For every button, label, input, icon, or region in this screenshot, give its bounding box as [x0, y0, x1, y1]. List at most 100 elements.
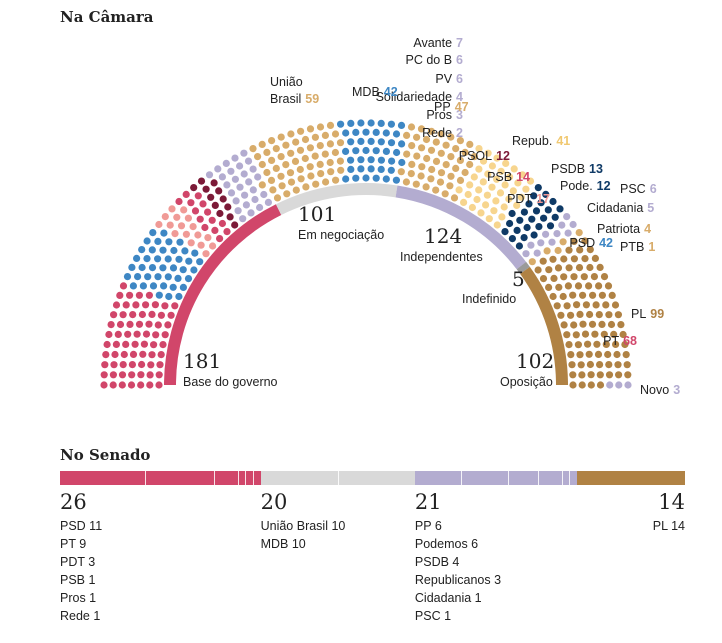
seat-dot-pt — [107, 321, 115, 329]
senate-list-item: PL 14 — [652, 519, 685, 533]
seat-dot-uniao — [306, 144, 314, 152]
seat-dot-uniao — [311, 133, 319, 141]
seat-dot-pdt — [166, 221, 174, 229]
seat-dot-patriota — [528, 258, 536, 266]
seat-dot-pcdob — [236, 162, 244, 170]
seat-dot-repub — [502, 159, 510, 167]
seat-dot-pl — [579, 320, 587, 328]
seat-dot-solidariedade — [223, 181, 231, 189]
senate-list-item: Pros 1 — [60, 591, 97, 605]
seat-dot-pl — [586, 360, 595, 369]
seat-dot-pl — [567, 351, 575, 359]
seat-dot-psd — [165, 292, 173, 301]
seat-dot-pl — [585, 282, 593, 290]
senate-split-tick — [561, 471, 563, 485]
seat-dot-mdb — [357, 156, 365, 164]
seat-dot-pl — [604, 350, 612, 359]
seat-dot-pt — [110, 361, 118, 369]
seat-dot-pl — [579, 291, 587, 299]
seat-dot-podemos — [520, 234, 528, 242]
seat-dot-uniao — [291, 157, 300, 165]
party-name-uniao-2: Brasil — [270, 92, 302, 106]
group-count-oposicao: 102 — [516, 349, 555, 373]
seat-dot-pcdob — [249, 186, 257, 194]
seat-dot-pp — [432, 157, 441, 165]
seat-dot-repub — [468, 203, 476, 212]
seat-dot-uniao — [269, 186, 277, 194]
seat-dot-mdb — [377, 119, 385, 127]
seat-dot-pt — [127, 381, 136, 389]
seat-dot-podemos — [540, 214, 548, 222]
seat-dot-pl — [545, 283, 553, 291]
seat-dot-pl — [577, 361, 585, 369]
seat-dot-pv — [236, 183, 244, 191]
seat-dot-uniao — [326, 121, 335, 129]
seat-dot-pl — [569, 381, 577, 389]
seat-dot-psdb — [530, 192, 538, 200]
seat-dot-pt — [148, 310, 156, 318]
group-label-independentes: Independentes — [400, 250, 483, 264]
seat-dot-pcdob — [240, 170, 248, 178]
seat-dot-pros — [232, 197, 240, 205]
party-label-pl: PL 99 — [631, 307, 664, 321]
seat-dot-pp — [413, 133, 421, 141]
party-label-psc: PSC 6 — [620, 182, 657, 196]
seat-dot-uniao — [268, 156, 276, 164]
seat-dot-pdt — [171, 230, 179, 238]
seat-dot-pt — [110, 311, 118, 319]
seat-dot-pt — [167, 311, 175, 319]
party-name-pp: PP — [434, 100, 451, 114]
seat-dot-pv — [231, 175, 239, 183]
seat-dot-pdt — [204, 234, 212, 242]
seat-dot-pt — [146, 371, 154, 379]
seat-dot-pl — [607, 320, 616, 329]
seat-dot-pt — [159, 341, 167, 349]
seat-dot-repub — [475, 186, 483, 194]
seat-dot-podemos — [546, 222, 555, 230]
seat-dot-uniao — [263, 148, 271, 156]
seat-dot-repub — [500, 203, 508, 211]
seat-dot-psb — [211, 226, 219, 234]
seat-dot-repub — [488, 183, 496, 191]
seat-dot-pt — [142, 330, 151, 338]
seat-dot-pt — [109, 381, 117, 389]
seat-dot-pt — [124, 330, 132, 338]
seat-dot-pt — [148, 351, 156, 359]
seat-dot-cidadania — [533, 249, 541, 257]
party-label-repub: Repub. 41 — [512, 134, 570, 148]
seat-dot-psd — [129, 282, 137, 290]
seat-dot-psdb — [537, 199, 545, 207]
seat-dot-pt — [112, 301, 121, 309]
seat-dot-pt — [119, 361, 127, 369]
seat-dot-pl — [596, 371, 604, 379]
seat-dot-mdb — [352, 174, 360, 182]
party-seats-psdb: 13 — [589, 162, 603, 176]
seat-dot-psd — [149, 229, 157, 237]
party-seats-solidariedade: 4 — [456, 90, 463, 104]
seat-dot-pl — [622, 351, 630, 359]
seat-dot-psol — [210, 179, 218, 187]
seat-dot-uniao — [321, 150, 329, 158]
seat-dot-psdb — [506, 219, 514, 228]
seat-dot-pdt — [182, 230, 190, 238]
group-arcs — [164, 183, 568, 386]
seat-dot-repub — [484, 149, 492, 157]
seat-dot-pp — [408, 142, 416, 150]
senate-list-item: PT 9 — [60, 537, 87, 551]
seat-dot-novo — [606, 381, 614, 389]
seat-dot-repub — [493, 221, 501, 229]
seat-dot-repub — [517, 193, 525, 201]
senate-segment-oposicao — [577, 471, 685, 485]
seat-dot-patriota — [575, 229, 583, 237]
seat-dot-pdt — [177, 222, 186, 230]
seat-dot-psc — [537, 239, 545, 247]
seat-dot-psd — [139, 282, 147, 290]
seat-dot-pl — [585, 350, 593, 358]
seat-dot-repub — [496, 189, 505, 197]
senate-total-negociacao: 20 — [260, 490, 288, 514]
seat-dot-psb — [187, 199, 195, 207]
seat-dot-uniao — [263, 168, 271, 177]
seat-dot-pcdob — [245, 178, 253, 186]
seat-dot-pt — [150, 341, 158, 349]
party-name-patriota: Patriota — [597, 222, 641, 236]
